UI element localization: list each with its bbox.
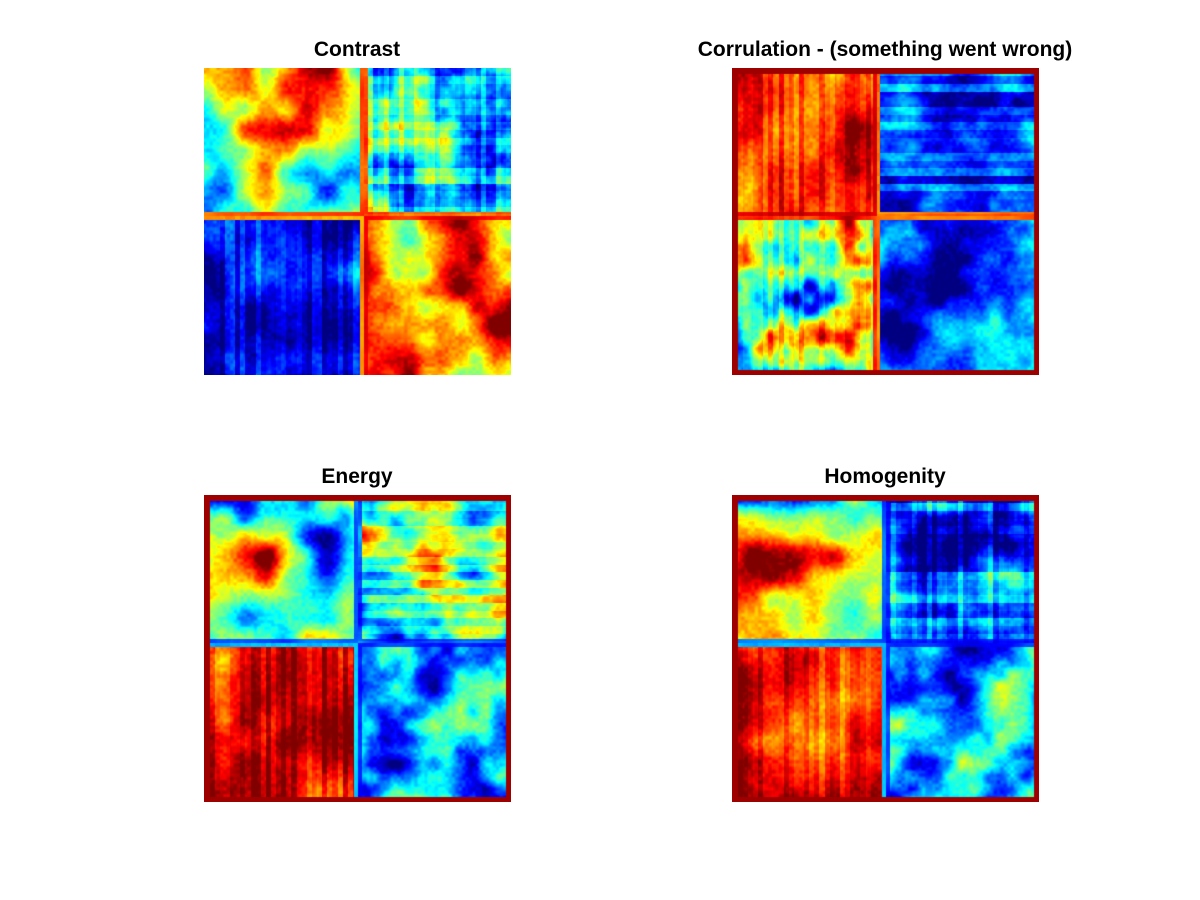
heatmap-corrulation [732, 68, 1039, 375]
heatmap-homogenity [732, 495, 1039, 802]
panel-title-contrast: Contrast [313, 38, 401, 61]
panel-title-energy: Energy [321, 465, 393, 488]
heatmap-contrast [204, 68, 511, 375]
panel-title-homogenity: Homogenity [824, 465, 946, 488]
panel-title-corrulation: Corrulation - (something went wrong) [697, 38, 1073, 61]
heatmap-energy [204, 495, 511, 802]
